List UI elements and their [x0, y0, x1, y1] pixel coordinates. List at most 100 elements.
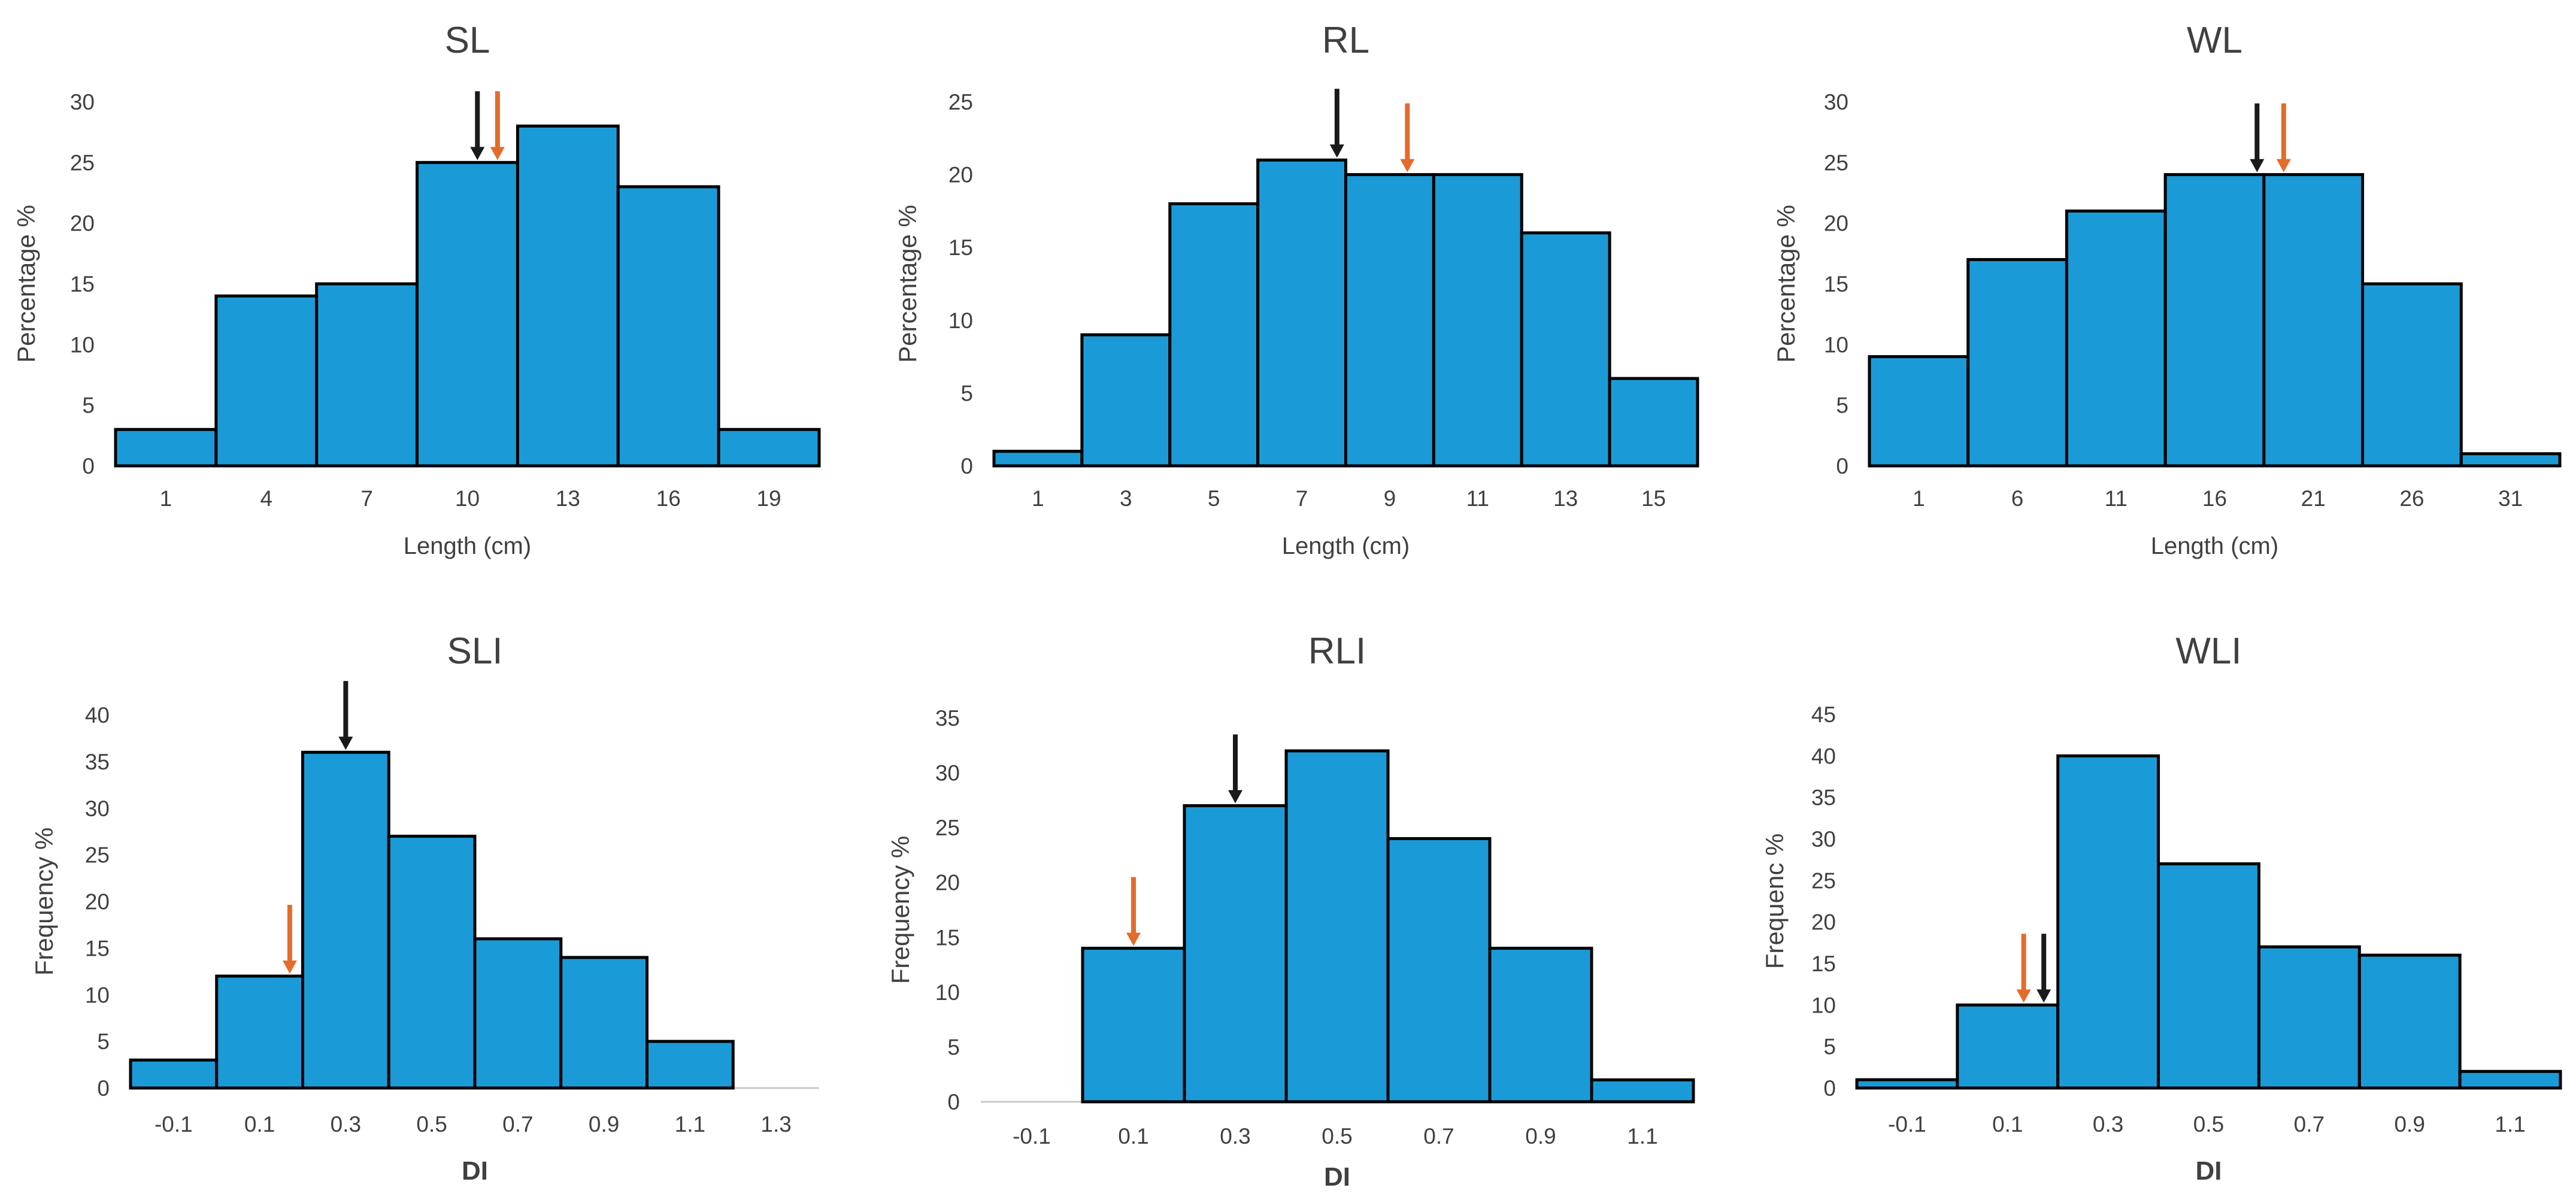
panel-rli-bar	[1081, 947, 1186, 1104]
panel-rl-bar	[1256, 158, 1347, 468]
panel-rl-x-tick: 9	[1384, 486, 1396, 511]
panel-sli-x-tick: 1.3	[760, 1112, 791, 1137]
panel-wl-y-tick: 10	[1824, 332, 1848, 357]
panel-sl-title: SL	[445, 20, 490, 61]
panel-wli-x-tick: -0.1	[1888, 1112, 1926, 1137]
panel-wli-y-tick: 30	[1811, 827, 1836, 851]
panel-rl-bar	[1608, 377, 1699, 468]
panel-wli-bar	[2458, 1069, 2562, 1090]
panel-wl-x-tick: 11	[2105, 486, 2128, 511]
panel-rli-y-tick: 35	[935, 706, 960, 731]
panel-rli-y-tick: 25	[935, 816, 960, 840]
panel-sli-x-tick: -0.1	[154, 1112, 193, 1137]
panel-wli-bar	[1956, 1003, 2060, 1090]
panel-rl-x-tick: 7	[1296, 486, 1308, 511]
panel-rli-black-arrow-icon	[1228, 734, 1242, 804]
panel-rli-x-label: DI	[1324, 1162, 1350, 1192]
panel-rl-x-tick: 1	[1032, 486, 1044, 511]
panel-wl-x-tick: 6	[2011, 486, 2024, 511]
panel-sl-bar	[315, 282, 419, 468]
panel-rl-bar	[1432, 173, 1523, 468]
panel-rl-x-tick: 3	[1120, 486, 1132, 511]
panel-rli-x-tick: 0.7	[1423, 1124, 1454, 1149]
panel-wl-x-tick: 21	[2301, 486, 2326, 511]
panel-rl-bar	[1168, 202, 1260, 468]
panel-sl-y-tick: 20	[70, 211, 95, 236]
panel-sli-y-tick: 10	[85, 983, 110, 1007]
panel-rl-orange-arrow-icon	[1400, 103, 1415, 172]
panel-sl-bar	[114, 428, 218, 468]
panel-rli-x-tick: 0.5	[1322, 1124, 1352, 1149]
panel-rli-title: RLI	[1308, 631, 1366, 672]
panel-rl-x-label: Length (cm)	[1282, 533, 1410, 559]
panel-sli-x-tick: 1.1	[675, 1112, 705, 1137]
panel-sl-y-tick: 15	[70, 272, 95, 296]
panel-wl-y-tick: 25	[1824, 150, 1848, 175]
panel-rl-x-tick: 11	[1466, 486, 1489, 511]
panel-sli-y-tick: 15	[85, 936, 110, 960]
panel-wli-x-tick: 0.9	[2394, 1112, 2425, 1137]
panel-sli-y-tick: 40	[85, 703, 110, 728]
panel-wl-x-tick: 16	[2202, 486, 2227, 511]
panel-wli-x-tick: 0.5	[2193, 1112, 2224, 1137]
panel-wli-y-tick: 15	[1811, 951, 1836, 976]
panel-wli: WLI Frequenc % 0 5 10 15 20 25 30 35 40 45 -0.1 0.1 0.…	[1760, 631, 2562, 1186]
panel-rli-y-tick: 20	[935, 871, 960, 895]
panel-wli-x-label: DI	[2196, 1156, 2222, 1186]
panel-wli-y-tick: 10	[1811, 993, 1836, 1017]
panel-sl-y-tick: 30	[70, 90, 95, 114]
panel-wli-y-tick: 35	[1811, 786, 1836, 810]
panel-sli-bar	[129, 1058, 219, 1090]
panel-sli-bar	[559, 956, 648, 1090]
panel-sl-bar	[214, 294, 319, 468]
panel-rl-bar	[1520, 231, 1611, 468]
panel-rl-bar	[992, 450, 1084, 468]
panel-wli-y-tick: 20	[1811, 910, 1836, 935]
panel-sl-y-tick: 0	[82, 454, 95, 478]
panel-rl-x-tick: 13	[1553, 486, 1578, 511]
panel-sl-black-arrow-icon	[470, 91, 485, 160]
panel-wl-bar	[2361, 282, 2463, 468]
panel-sl-x-tick: 13	[556, 486, 580, 511]
panel-sl-y-label: Percentage %	[12, 205, 40, 363]
panel-sli-y-tick: 5	[97, 1029, 110, 1054]
panel-sl-x-tick: 7	[360, 486, 373, 511]
panel-wl-y-tick: 20	[1824, 211, 1848, 236]
panel-wl-bar	[2065, 209, 2167, 468]
panel-sl-x-tick: 4	[260, 486, 272, 511]
panel-sl: SL Percentage % 0 5 10 15 20 25 30 1 4 7 10 13 16 19 Len…	[12, 20, 821, 559]
panel-wli-y-tick: 5	[1823, 1035, 1836, 1059]
panel-rli-y-tick: 10	[935, 980, 960, 1005]
panel-wli-x-tick: 1.1	[2495, 1112, 2525, 1137]
panel-rli-x-tick: 0.3	[1220, 1124, 1250, 1149]
panel-sli-x-tick: 0.9	[589, 1112, 619, 1137]
panel-rl-bar	[1080, 333, 1172, 468]
panel-rli-bar	[1590, 1078, 1695, 1104]
panel-rli-y-label: Frequency %	[886, 836, 914, 984]
panel-sli-y-tick: 0	[97, 1076, 110, 1101]
panel-rli-orange-arrow-icon	[1126, 877, 1141, 946]
panel-rli-y-tick: 15	[935, 925, 960, 950]
panel-sl-x-tick: 19	[756, 486, 781, 511]
panel-sli-black-arrow-icon	[338, 681, 353, 750]
panel-wl-y-tick: 5	[1836, 393, 1848, 418]
panel-wli-y-tick: 40	[1811, 744, 1836, 768]
panel-wli-x-tick: 0.3	[2093, 1112, 2123, 1137]
panel-wl-bar	[2163, 173, 2266, 468]
panel-wli-y-tick: 0	[1823, 1076, 1836, 1101]
panel-rli-y-tick: 0	[947, 1090, 960, 1114]
panel-rli-bar	[1488, 947, 1593, 1104]
panel-wl-bar	[1868, 355, 1970, 468]
panel-rl-y-tick: 0	[960, 454, 973, 478]
panel-rli-y-tick: 5	[947, 1035, 960, 1059]
panel-sl-bar	[616, 185, 720, 468]
panel-rli-bar	[1386, 837, 1492, 1104]
panel-sl-y-tick: 25	[70, 150, 95, 175]
panel-sli-y-tick: 20	[85, 890, 110, 914]
panel-sli: SLI Frequency % 0 5 10 15 20 25 30 35 40 -0.1 0.1 0.3…	[30, 631, 819, 1186]
panel-rli-x-tick: 0.1	[1118, 1124, 1148, 1149]
panel-wli-bar	[1855, 1078, 1959, 1090]
panel-wli-bar	[2357, 953, 2462, 1090]
panel-sli-x-tick: 0.3	[331, 1112, 361, 1137]
